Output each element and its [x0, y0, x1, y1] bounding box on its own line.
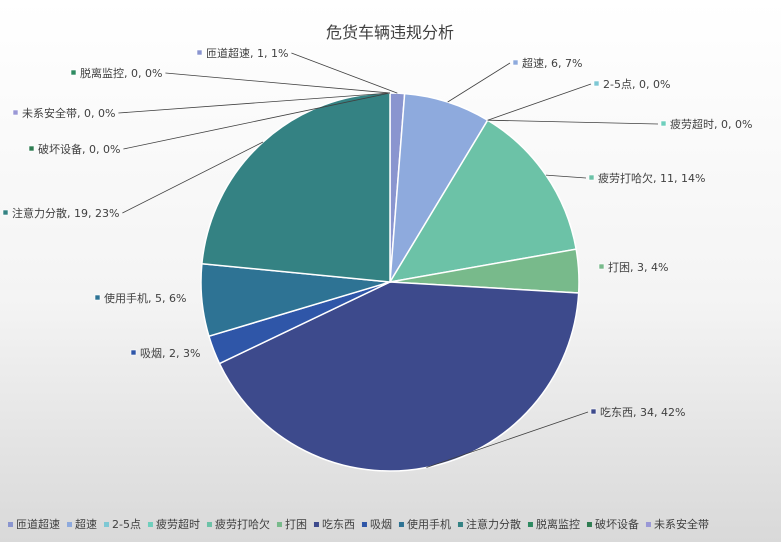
legend-entry: 使用手机 — [407, 517, 451, 531]
legend-marker — [645, 522, 651, 527]
legend-entry: 破坏设备 — [595, 517, 639, 531]
data-label-marker — [70, 69, 77, 76]
legend-entry: 未系安全带 — [654, 517, 709, 531]
data-label-marker — [660, 120, 667, 127]
leader-line — [118, 92, 391, 114]
legend-entry: 吃东西 — [322, 518, 355, 531]
slice-4 — [388, 119, 577, 284]
legend-marker — [313, 522, 319, 527]
legend-entry: 疲劳打哈欠 — [215, 517, 270, 531]
data-label: 2-5点, 0, 0% — [603, 78, 670, 91]
legend-entry: 脱离监控 — [536, 517, 580, 531]
data-label-marker — [512, 59, 519, 66]
leader-line — [123, 92, 391, 150]
data-label: 注意力分散, 19, 23% — [12, 206, 119, 220]
leader-line — [447, 62, 511, 103]
legend-entry: 疲劳超时 — [156, 517, 200, 531]
legend-entry: 打困 — [285, 517, 307, 531]
data-label-marker — [593, 80, 600, 87]
data-label-marker — [28, 145, 35, 152]
legend-marker — [527, 522, 533, 527]
data-labels: 匝道超速, 1, 1% 超速, 6, 7% 2-5点, 0, 0% 疲劳超时, 0, … — [2, 46, 752, 419]
legend-marker — [586, 522, 592, 527]
legend-marker — [147, 522, 153, 527]
data-label: 超速, 6, 7% — [522, 56, 582, 70]
legend-marker — [276, 522, 282, 527]
leader-line — [426, 411, 589, 468]
data-label-marker — [590, 408, 597, 415]
leader-line — [122, 141, 264, 214]
legend-marker — [67, 522, 72, 527]
data-label: 脱离监控, 0, 0% — [80, 66, 162, 80]
legend-marker — [398, 522, 404, 527]
leader-line — [487, 83, 592, 121]
data-label-marker — [12, 109, 19, 116]
legend-entry: 匝道超速 — [16, 517, 60, 531]
data-label: 匝道超速, 1, 1% — [206, 46, 288, 60]
data-label: 疲劳超时, 0, 0% — [670, 117, 752, 131]
data-label: 未系安全带, 0, 0% — [22, 106, 115, 120]
data-label: 吸烟, 2, 3% — [140, 346, 200, 360]
legend-entry: 超速 — [75, 517, 97, 531]
data-label: 吃东西, 34, 42% — [600, 406, 685, 419]
leader-line — [487, 119, 659, 125]
legend-marker — [457, 522, 463, 527]
data-label-marker — [598, 263, 605, 270]
data-label: 打困, 3, 4% — [608, 260, 668, 274]
data-label-marker — [94, 294, 101, 301]
slice-9 — [201, 92, 391, 283]
legend-entry: 2-5点 — [112, 518, 141, 531]
legend: 匝道超速 超速 2-5点 疲劳超时 疲劳打哈欠 打困 吃东西 吸烟 使用手机 注意力分散 脱离监控 破… — [8, 517, 709, 531]
leader-line — [545, 174, 587, 179]
leader-line — [165, 72, 391, 94]
legend-entry: 注意力分散 — [466, 517, 521, 531]
legend-marker — [8, 522, 13, 527]
pie-slices — [200, 92, 580, 472]
data-label-marker — [196, 49, 203, 56]
chart-title: 危货车辆违规分析 — [326, 23, 454, 42]
data-label-marker — [2, 209, 9, 216]
data-label: 使用手机, 5, 6% — [104, 291, 186, 305]
data-label: 破坏设备, 0, 0% — [38, 142, 120, 156]
legend-entry: 吸烟 — [370, 517, 392, 531]
legend-marker — [104, 522, 109, 527]
leader-line — [291, 52, 398, 94]
data-label-marker — [588, 174, 595, 181]
leader-lines — [118, 52, 659, 468]
data-label-marker — [130, 349, 137, 356]
legend-marker — [206, 522, 212, 527]
legend-marker — [361, 522, 367, 527]
data-label: 疲劳打哈欠, 11, 14% — [598, 171, 705, 185]
